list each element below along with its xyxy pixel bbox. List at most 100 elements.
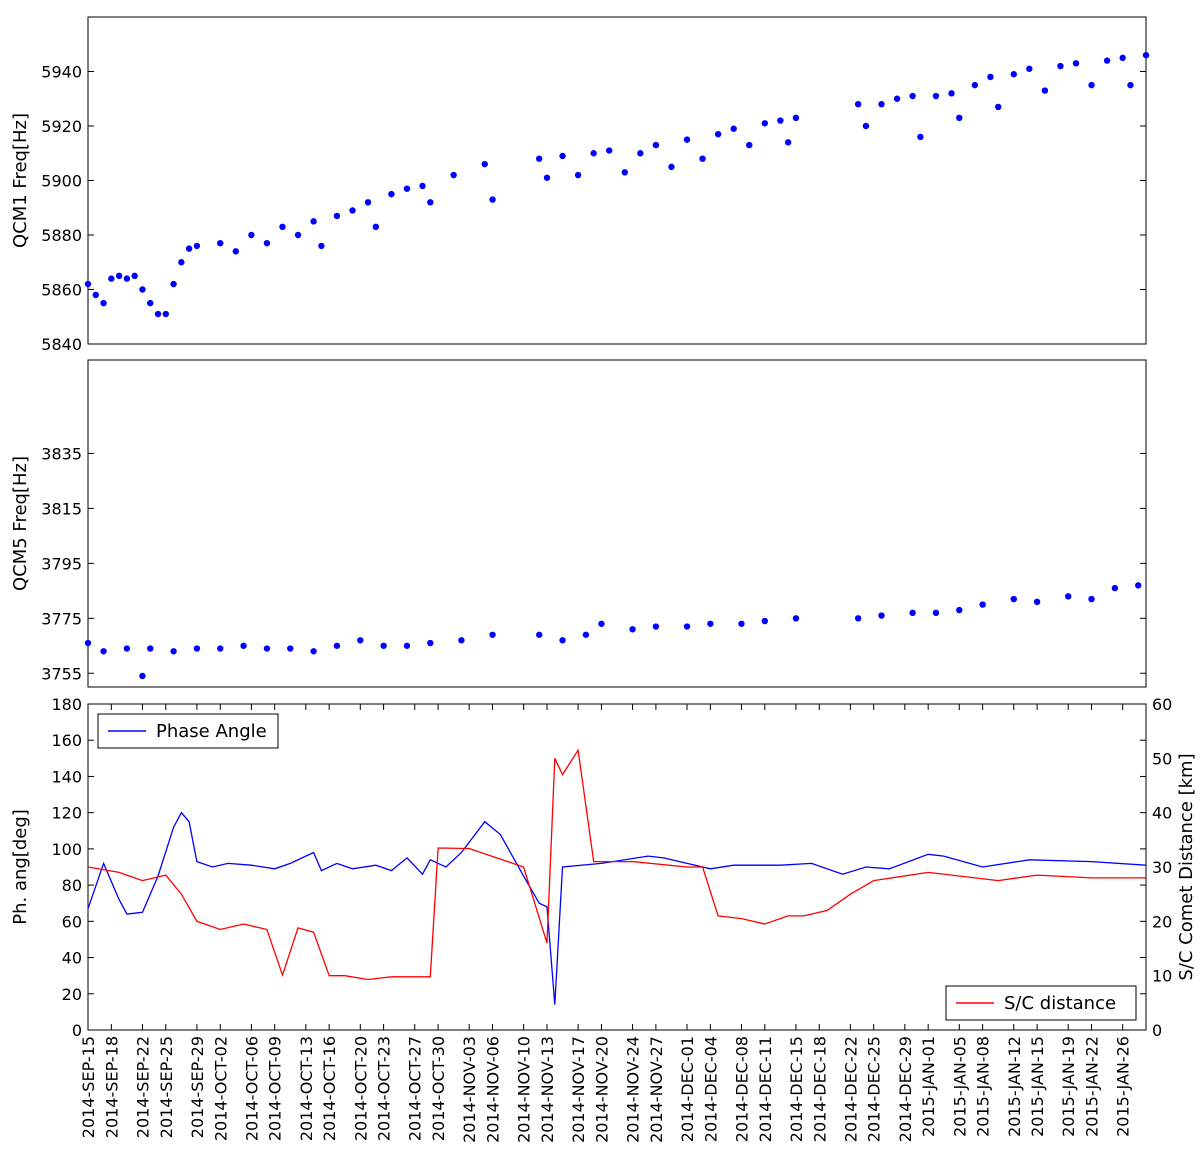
data-point	[139, 286, 146, 293]
data-point	[1127, 81, 1134, 89]
y-tick-label: 140	[51, 767, 82, 786]
x-tick-label: 2014-OCT-23	[375, 1036, 394, 1141]
data-point	[333, 212, 341, 220]
data-point	[559, 637, 566, 644]
data-point	[427, 639, 434, 647]
data-point	[994, 103, 1002, 111]
y-tick-label: 5840	[41, 335, 82, 354]
x-tick-label: 2014-DEC-29	[896, 1036, 915, 1142]
data-point	[287, 645, 294, 652]
data-point	[761, 617, 769, 625]
data-point	[193, 242, 201, 250]
y-tick-label: 3795	[41, 554, 82, 573]
data-point	[792, 615, 800, 622]
x-tick-label: 2015-JAN-22	[1083, 1036, 1102, 1137]
data-point	[263, 239, 271, 247]
data-point	[294, 231, 302, 239]
data-point	[932, 92, 940, 100]
data-point	[240, 642, 247, 649]
x-tick-label: 2014-SEP-22	[133, 1036, 152, 1138]
data-point	[582, 631, 590, 638]
data-line	[87, 748, 1146, 981]
data-point	[388, 190, 395, 198]
y2-axis-label: S/C Comet Distance [km]	[1176, 753, 1197, 980]
legend-label: S/C distance	[1004, 993, 1116, 1014]
data-point	[1088, 595, 1095, 603]
data-point	[123, 645, 131, 652]
data-point	[1026, 65, 1033, 72]
x-tick-label: 2014-OCT-27	[406, 1036, 425, 1141]
plot-frame	[87, 359, 1147, 688]
data-point	[590, 150, 597, 157]
x-tick-label: 2014-NOV-20	[592, 1036, 611, 1143]
y-tick-label: 3775	[41, 609, 82, 628]
y-axis-label: Ph. ang[deg]	[10, 809, 31, 925]
y-tick-label: 100	[51, 840, 82, 859]
data-point	[598, 620, 605, 627]
data-point	[683, 623, 691, 630]
data-point	[761, 120, 769, 127]
data-point	[403, 642, 411, 649]
x-tick-label: 2014-SEP-15	[79, 1036, 98, 1138]
y-tick-label: 60	[62, 912, 82, 931]
y-tick-label: 5940	[41, 63, 82, 82]
x-tick-label: 2015-JAN-26	[1114, 1036, 1133, 1137]
y-tick-label: 3755	[41, 664, 82, 683]
x-tick-label: 2014-NOV-17	[569, 1036, 588, 1143]
data-point	[1088, 81, 1095, 89]
data-point	[714, 130, 722, 138]
x-tick-label: 2014-NOV-06	[484, 1036, 503, 1143]
data-point	[738, 620, 745, 627]
x-tick-label: 2014-SEP-29	[188, 1036, 207, 1138]
y-tick-label: 0	[72, 1021, 82, 1040]
data-point	[777, 117, 784, 124]
data-point	[862, 122, 870, 130]
data-point	[574, 171, 582, 179]
data-point	[1057, 62, 1064, 70]
x-tick-label: 2014-DEC-15	[787, 1036, 806, 1142]
data-point	[263, 645, 271, 652]
data-point	[217, 239, 224, 247]
data-point	[100, 648, 107, 655]
data-point	[668, 163, 675, 171]
data-point	[108, 275, 115, 282]
y2-tick-label: 30	[1152, 858, 1172, 877]
data-point	[971, 81, 979, 89]
x-tick-label: 2014-NOV-10	[515, 1036, 534, 1143]
data-point	[427, 199, 434, 206]
data-point	[1072, 60, 1080, 67]
data-point	[364, 199, 372, 206]
data-point	[854, 101, 862, 108]
y-tick-label: 160	[51, 731, 82, 750]
x-tick-label: 2015-JAN-15	[1028, 1036, 1047, 1137]
data-point	[357, 637, 364, 644]
data-point	[784, 139, 792, 146]
y-tick-label: 5880	[41, 226, 82, 245]
x-tick-label: 2014-NOV-13	[538, 1036, 557, 1143]
data-point	[652, 623, 660, 630]
data-point	[536, 155, 543, 162]
data-point	[100, 299, 107, 307]
data-point	[193, 645, 201, 652]
data-point	[489, 196, 496, 203]
data-point	[489, 631, 496, 638]
data-point	[637, 150, 644, 157]
data-point	[1119, 54, 1126, 62]
data-point	[699, 155, 706, 162]
data-point	[559, 152, 566, 160]
data-point	[746, 141, 753, 149]
y-tick-label: 5900	[41, 172, 82, 191]
data-point	[349, 207, 356, 214]
x-tick-label: 2015-JAN-12	[1005, 1036, 1024, 1137]
data-point	[707, 620, 714, 627]
data-point	[629, 626, 636, 633]
data-point	[956, 606, 963, 614]
data-point	[481, 160, 488, 168]
data-point	[154, 310, 162, 318]
data-point	[621, 169, 628, 176]
data-point	[310, 648, 317, 655]
data-point	[979, 601, 986, 608]
x-tick-label: 2014-DEC-04	[701, 1036, 720, 1142]
data-point	[318, 242, 325, 250]
